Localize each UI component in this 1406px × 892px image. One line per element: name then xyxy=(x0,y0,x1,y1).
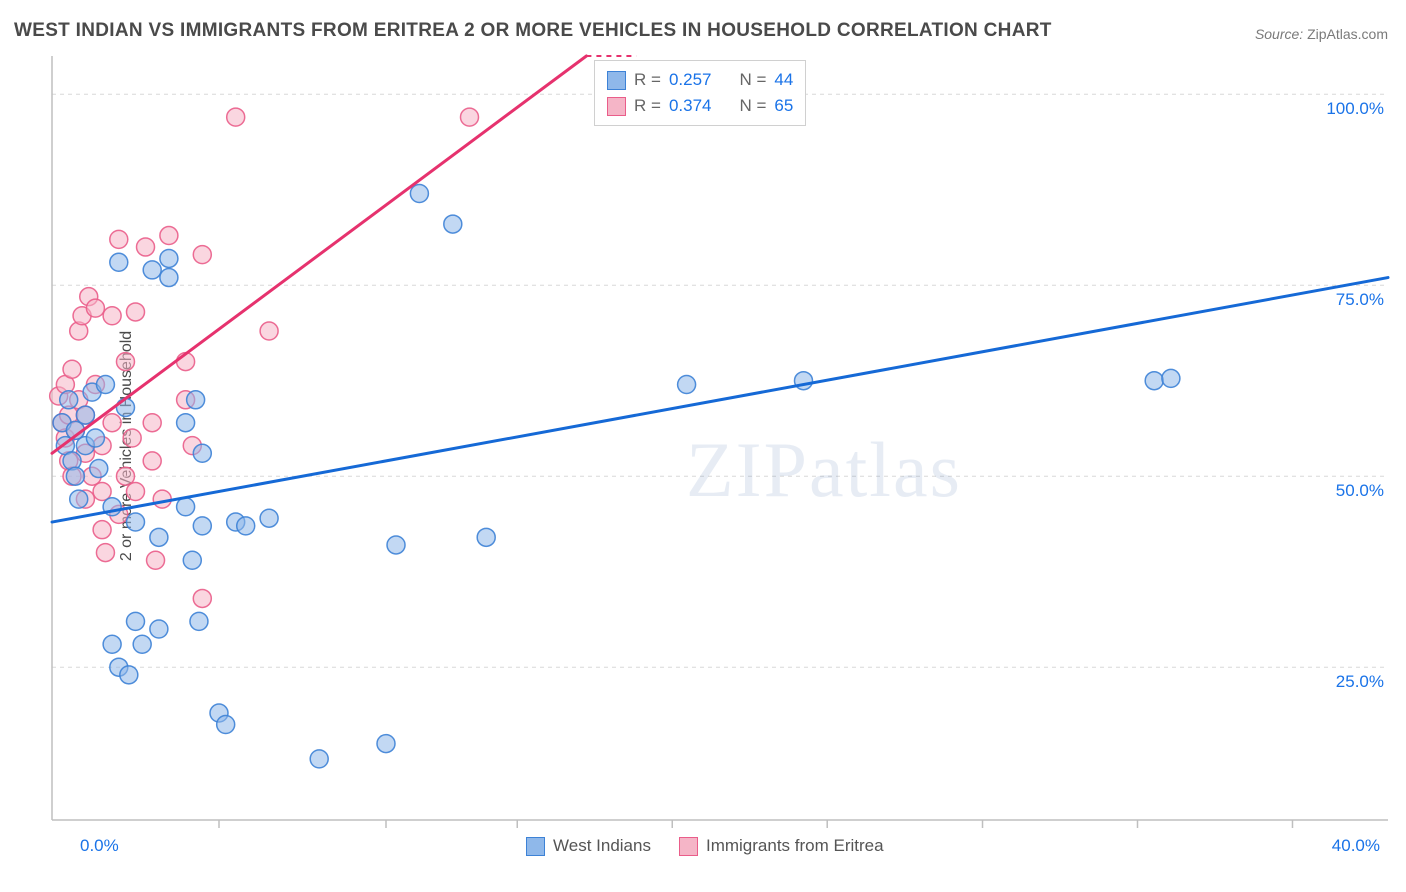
x-axis-min-label: 0.0% xyxy=(80,836,119,856)
stats-row: R = 0.374 N = 65 xyxy=(607,93,793,119)
legend-label: West Indians xyxy=(553,836,651,855)
stats-r-label: R = xyxy=(634,67,661,93)
stats-n-value: 65 xyxy=(774,93,793,119)
source-value: ZipAtlas.com xyxy=(1307,26,1388,42)
svg-text:50.0%: 50.0% xyxy=(1336,481,1384,500)
legend-swatch xyxy=(526,837,545,856)
correlation-stats-box: R = 0.257 N = 44 R = 0.374 N = 65 xyxy=(594,60,806,126)
stats-row: R = 0.257 N = 44 xyxy=(607,67,793,93)
stats-r-value: 0.257 xyxy=(669,67,712,93)
scatter-plot-svg: 25.0% 50.0% 75.0% 100.0% xyxy=(46,50,1394,856)
legend-item: Immigrants from Eritrea xyxy=(679,836,884,856)
stats-r-value: 0.374 xyxy=(669,93,712,119)
stats-swatch xyxy=(607,71,626,90)
legend-item: West Indians xyxy=(526,836,651,856)
source-attribution: Source: ZipAtlas.com xyxy=(1255,26,1388,42)
svg-text:75.0%: 75.0% xyxy=(1336,290,1384,309)
chart-container: WEST INDIAN VS IMMIGRANTS FROM ERITREA 2… xyxy=(0,0,1406,892)
plot-area: 25.0%50.0%75.0%100.0% ZIPatlas R = 0.257… xyxy=(46,50,1394,856)
chart-title: WEST INDIAN VS IMMIGRANTS FROM ERITREA 2… xyxy=(14,20,1052,42)
stats-n-label: N = xyxy=(739,93,766,119)
x-axis-max-label: 40.0% xyxy=(1332,836,1380,856)
stats-r-label: R = xyxy=(634,93,661,119)
svg-text:100.0%: 100.0% xyxy=(1326,99,1384,118)
stats-n-label: N = xyxy=(739,67,766,93)
legend: West Indians Immigrants from Eritrea xyxy=(526,836,884,856)
stats-swatch xyxy=(607,97,626,116)
legend-swatch xyxy=(679,837,698,856)
legend-label: Immigrants from Eritrea xyxy=(706,836,884,855)
stats-n-value: 44 xyxy=(774,67,793,93)
svg-text:25.0%: 25.0% xyxy=(1336,672,1384,691)
source-label: Source: xyxy=(1255,26,1303,42)
